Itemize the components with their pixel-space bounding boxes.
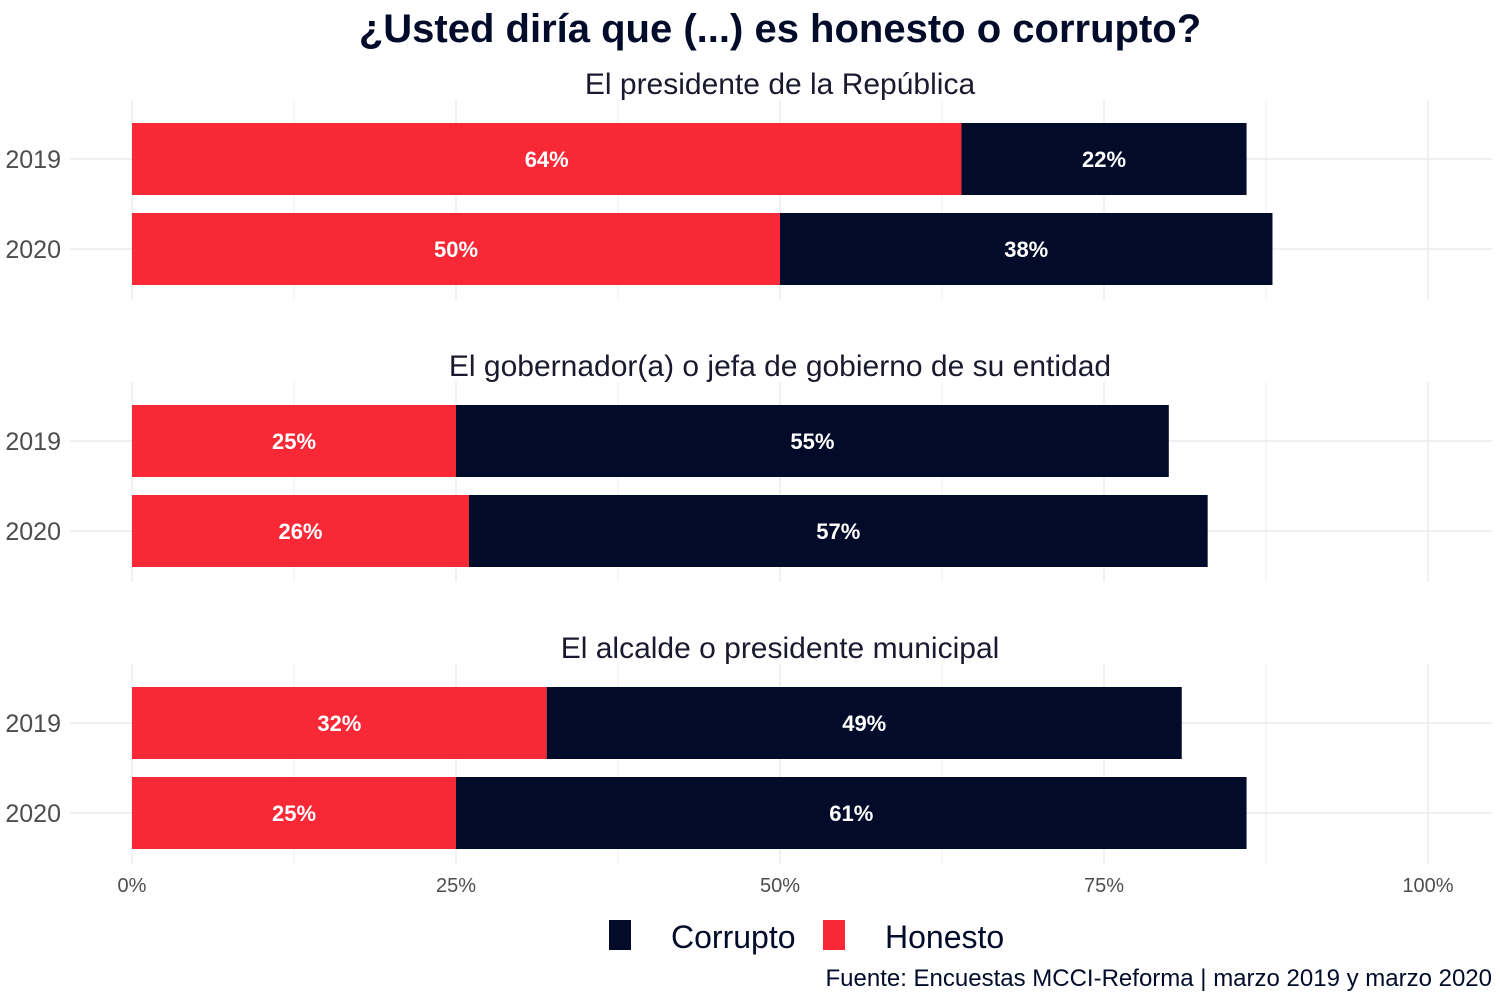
y-tick-label: 2020 <box>5 800 61 828</box>
bar-label: 57% <box>816 519 860 544</box>
x-tick-label: 75% <box>1084 875 1124 897</box>
panel-title: El gobernador(a) o jefa de gobierno de s… <box>449 350 1111 383</box>
bar-label: 49% <box>842 711 886 736</box>
bar-label: 38% <box>1004 237 1048 262</box>
bar-honesto <box>132 405 456 477</box>
panel-title: El alcalde o presidente municipal <box>561 632 1000 665</box>
bar-corrupto <box>961 123 1247 195</box>
bar-corrupto <box>546 687 1182 759</box>
legend-swatch-honesto <box>823 920 845 950</box>
legend-swatch-corrupto <box>609 920 631 950</box>
bar-honesto <box>132 777 456 849</box>
bar-label: 22% <box>1082 147 1126 172</box>
y-tick-label: 2019 <box>5 146 61 174</box>
panel-2: El gobernador(a) o jefa de gobierno de s… <box>5 350 1492 582</box>
bar-label: 50% <box>434 237 478 262</box>
x-tick-label: 0% <box>118 875 147 897</box>
bar-corrupto <box>456 777 1247 849</box>
bar-honesto <box>132 123 962 195</box>
x-tick-label: 25% <box>436 875 476 897</box>
caption: Fuente: Encuestas MCCI-Reforma | marzo 2… <box>825 965 1492 992</box>
x-tick-label: 50% <box>760 875 800 897</box>
bar-label: 55% <box>790 429 834 454</box>
y-tick-label: 2020 <box>5 236 61 264</box>
bar-corrupto <box>456 405 1169 477</box>
bar-corrupto <box>468 495 1208 567</box>
chart-title: ¿Usted diría que (...) es honesto o corr… <box>359 7 1201 51</box>
legend: Corrupto Honesto <box>609 919 1004 955</box>
bar-corrupto <box>780 213 1273 285</box>
panel-3: El alcalde o presidente municipal 2019 32%… <box>5 632 1492 864</box>
panel-title: El presidente de la República <box>585 68 976 101</box>
bar-honesto <box>132 213 780 285</box>
bar-label: 26% <box>278 519 322 544</box>
bar-honesto <box>132 495 469 567</box>
legend-label-honesto: Honesto <box>885 919 1004 955</box>
y-tick-label: 2020 <box>5 518 61 546</box>
y-tick-label: 2019 <box>5 428 61 456</box>
bar-label: 64% <box>525 147 569 172</box>
x-axis: 0% 25% 50% 75% 100% <box>118 875 1454 897</box>
x-tick-label: 100% <box>1402 875 1453 897</box>
panel-1: El presidente de la República 2019 64% 22% 2… <box>5 68 1492 300</box>
bar-label: 25% <box>272 429 316 454</box>
bar-label: 32% <box>317 711 361 736</box>
legend-label-corrupto: Corrupto <box>671 919 796 955</box>
bar-label: 61% <box>829 801 873 826</box>
bar-honesto <box>132 687 547 759</box>
bar-label: 25% <box>272 801 316 826</box>
y-tick-label: 2019 <box>5 710 61 738</box>
